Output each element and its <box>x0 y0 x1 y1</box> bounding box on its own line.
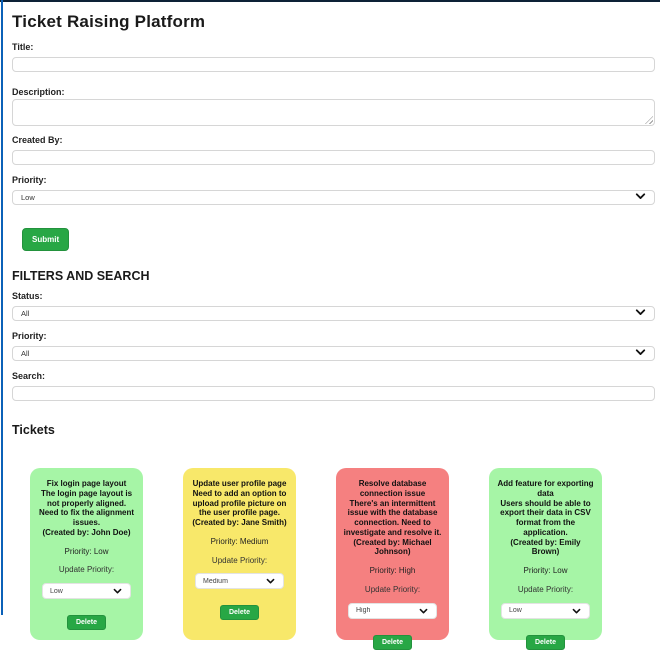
update-priority-label: Update Priority: <box>211 555 268 565</box>
ticket-created-by: (Created by: John Doe) <box>42 527 131 537</box>
ticket-title: Update user profile page <box>192 479 287 488</box>
ticket-created-by: (Created by: Emily Brown) <box>510 537 581 557</box>
filter-priority-select[interactable]: All <box>12 346 655 361</box>
ticket-created-by: (Created by: Jane Smith) <box>192 518 287 527</box>
ticket-title: Resolve database connection issue <box>358 479 427 498</box>
search-field-group: Search: <box>12 371 655 401</box>
ticket-priority-select[interactable]: Low <box>501 602 590 619</box>
ticket-card: Update user profile page Need to add an … <box>183 468 296 640</box>
delete-button[interactable]: Delete <box>66 615 106 630</box>
description-textarea[interactable] <box>12 99 655 126</box>
ticket-title: Add feature for exporting data <box>497 479 594 498</box>
textarea-resize-handle[interactable] <box>645 116 653 124</box>
ticket-description: Need to add an option to upload profile … <box>192 488 287 518</box>
tickets-heading: Tickets <box>12 423 55 437</box>
ticket-title: Fix login page layout <box>46 479 127 488</box>
created-by-field-group: Created By: <box>12 135 655 165</box>
priority-label: Priority: <box>12 175 47 185</box>
search-input[interactable] <box>12 386 655 401</box>
delete-button[interactable]: Delete <box>525 634 565 650</box>
window-left-edge <box>1 0 3 615</box>
ticket-description: There's an intermittent issue with the d… <box>343 498 442 537</box>
update-priority-label: Update Priority: <box>364 584 421 594</box>
tickets-list: Fix login page layout The login page lay… <box>30 468 655 650</box>
ticket-priority-select[interactable]: Low <box>42 583 131 599</box>
created-by-input[interactable] <box>12 150 655 165</box>
page-title: Ticket Raising Platform <box>12 12 206 31</box>
ticket-created-by: (Created by: Michael Johnson) <box>353 537 432 557</box>
description-label: Description: <box>12 87 65 97</box>
title-field-group: Title: <box>12 42 655 72</box>
priority-filter-group: Priority: All <box>12 331 655 361</box>
ticket-description: The login page layout is not properly al… <box>38 488 135 527</box>
filter-priority-label: Priority: <box>12 331 47 341</box>
ticket-card: Fix login page layout The login page lay… <box>30 468 143 640</box>
ticket-card: Add feature for exporting data Users sho… <box>489 468 602 650</box>
filters-heading: FILTERS AND SEARCH <box>12 269 150 283</box>
delete-button[interactable]: Delete <box>219 605 259 621</box>
delete-button[interactable]: Delete <box>372 634 412 650</box>
update-priority-label: Update Priority: <box>58 565 115 575</box>
status-label: Status: <box>12 291 43 301</box>
created-by-label: Created By: <box>12 135 63 145</box>
ticket-card: Resolve database connection issue There'… <box>336 468 449 650</box>
ticket-priority-select[interactable]: Medium <box>195 573 284 590</box>
priority-field-group: Priority: Low <box>12 175 655 205</box>
filters-section: FILTERS AND SEARCH Status: All Priority:… <box>12 269 655 401</box>
window-top-edge <box>0 0 660 2</box>
description-field-group: Description: <box>12 87 655 126</box>
ticket-description: Users should be able to export their dat… <box>500 498 591 537</box>
status-select[interactable]: All <box>12 306 655 321</box>
ticket-priority: Priority: Medium <box>210 536 269 546</box>
update-priority-label: Update Priority: <box>517 584 574 594</box>
search-label: Search: <box>12 371 46 381</box>
title-label: Title: <box>12 42 34 52</box>
priority-select[interactable]: Low <box>12 190 655 205</box>
status-filter-group: Status: All <box>12 291 655 321</box>
ticket-priority-select[interactable]: High <box>348 602 437 619</box>
ticket-priority: Priority: Low <box>523 566 568 575</box>
title-input[interactable] <box>12 57 655 72</box>
ticket-priority: Priority: High <box>369 566 416 575</box>
submit-button[interactable]: Submit <box>22 228 70 251</box>
ticket-priority: Priority: Low <box>64 546 109 556</box>
